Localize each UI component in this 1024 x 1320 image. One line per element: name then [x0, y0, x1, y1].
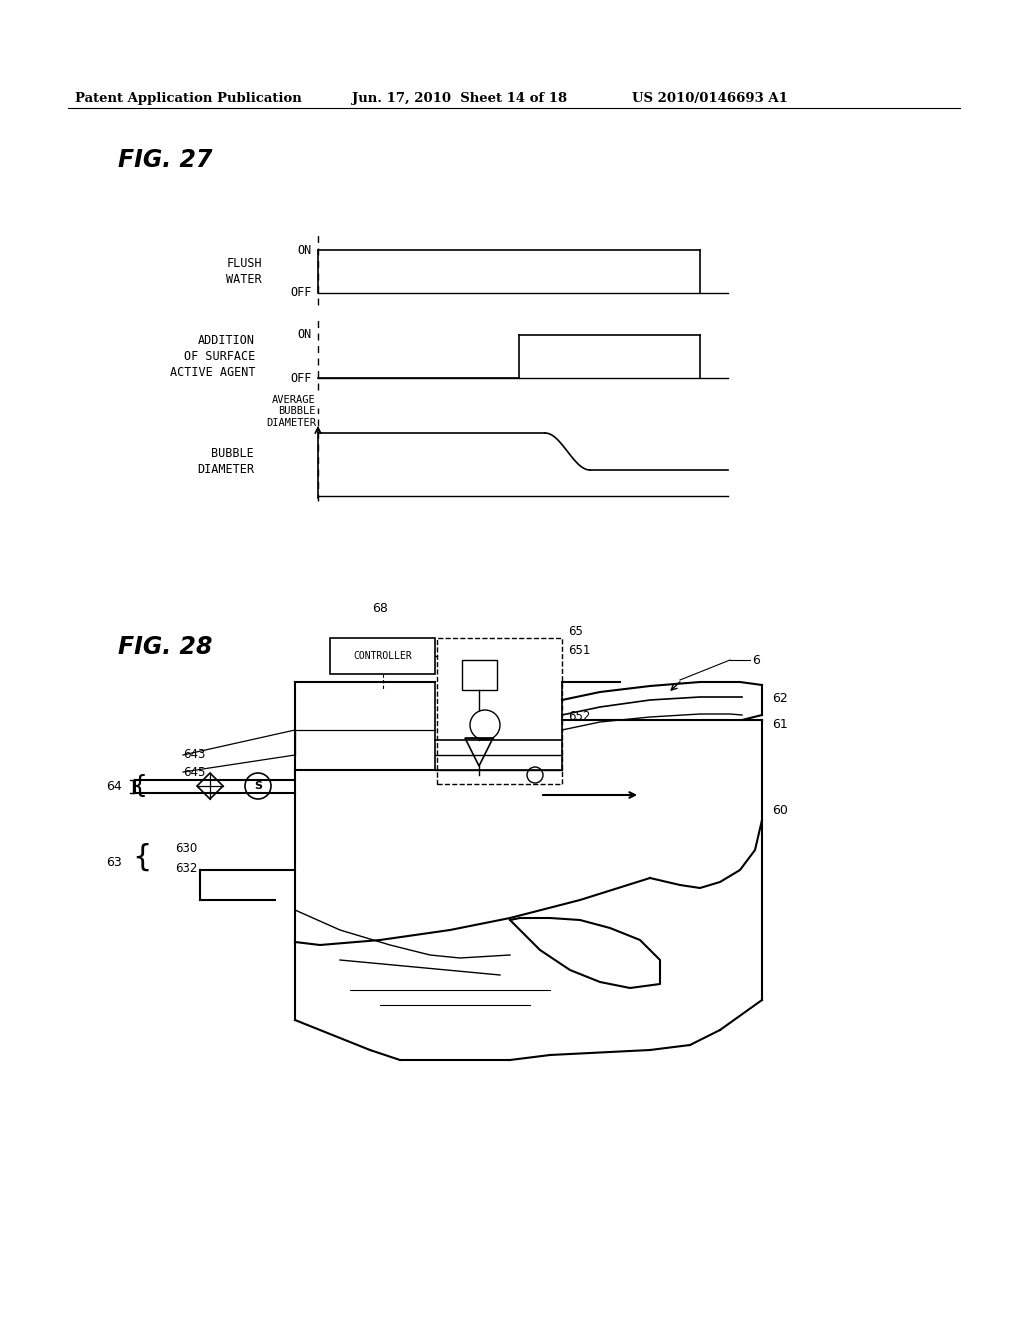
Text: 61: 61	[772, 718, 787, 731]
Text: Jun. 17, 2010  Sheet 14 of 18: Jun. 17, 2010 Sheet 14 of 18	[352, 92, 567, 106]
Text: FIG. 28: FIG. 28	[118, 635, 213, 659]
Text: 63: 63	[106, 855, 122, 869]
Text: 68: 68	[372, 602, 388, 615]
Text: {: {	[132, 774, 147, 799]
Text: 643: 643	[183, 748, 206, 762]
Text: ON: ON	[298, 243, 312, 256]
Text: OFF: OFF	[291, 371, 312, 384]
Text: 64: 64	[106, 780, 122, 793]
Text: S: S	[254, 781, 262, 791]
Text: ADDITION
OF SURFACE
ACTIVE AGENT: ADDITION OF SURFACE ACTIVE AGENT	[170, 334, 255, 379]
Text: 630: 630	[175, 842, 198, 854]
Text: 62: 62	[772, 692, 787, 705]
Text: 6: 6	[752, 653, 760, 667]
Text: AVERAGE
BUBBLE
DIAMETER: AVERAGE BUBBLE DIAMETER	[266, 395, 316, 428]
Text: US 2010/0146693 A1: US 2010/0146693 A1	[632, 92, 787, 106]
Bar	[330, 638, 435, 675]
Text: 651: 651	[568, 644, 591, 656]
Text: ON: ON	[298, 329, 312, 342]
Text: Patent Application Publication: Patent Application Publication	[75, 92, 302, 106]
Text: 645: 645	[183, 766, 206, 779]
Text: FIG. 27: FIG. 27	[118, 148, 213, 172]
Text: FLUSH
WATER: FLUSH WATER	[226, 257, 262, 286]
Text: 652: 652	[568, 710, 591, 722]
Text: OFF: OFF	[291, 286, 312, 300]
Bar	[437, 638, 562, 784]
Text: 60: 60	[772, 804, 787, 817]
Text: 65: 65	[568, 624, 583, 638]
Text: CONTROLLER: CONTROLLER	[353, 651, 412, 661]
Text: {: {	[132, 842, 152, 871]
Text: BUBBLE
DIAMETER: BUBBLE DIAMETER	[197, 447, 254, 477]
Text: 632: 632	[175, 862, 198, 874]
Bar	[462, 660, 497, 690]
